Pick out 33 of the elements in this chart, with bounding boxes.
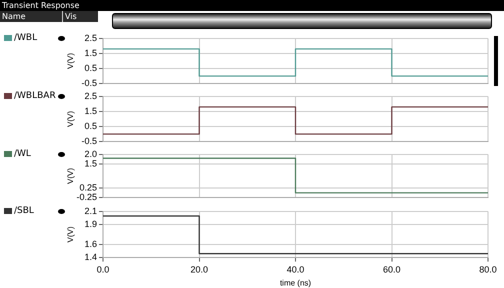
y-tick-label: 1.6 [84,238,97,249]
y-tick-label: 2.0 [84,148,97,159]
y-axis-title: V(V) [66,110,76,127]
legend-label: /SBL [13,206,34,216]
y-tick-label: 2.1 [84,206,97,216]
chart-title: Transient Response [0,0,504,11]
y-tick-label: 0.5 [84,121,97,132]
y-tick-label: -0.5 [81,136,97,146]
y-tick-label: -0.25 [76,192,97,202]
y-tick-label: 1.4 [84,252,97,262]
x-tick-label: 60.0 [382,264,401,274]
text: Vis [62,11,77,22]
text: Name [2,11,26,22]
y-tick-label: 0.25 [79,182,97,192]
x-axis-title: time (ns) [280,278,312,288]
x-tick-label: 20.0 [190,264,208,274]
legend-label: /WL [13,149,31,159]
y-tick-label: 1.9 [84,219,97,230]
x-tick-label: 40.0 [286,264,304,274]
y-tick-label: 2.5 [84,90,97,101]
y-tick-label: 1.5 [84,106,97,116]
y-tick-label: 2.5 [84,32,97,43]
legend-label: /WBLBAR [13,91,56,101]
x-tick-label: 0.0 [96,264,110,274]
y-tick-label: 0.5 [84,63,97,74]
y-tick-label: 1.5 [84,48,97,58]
y-tick-label: -0.5 [81,78,97,88]
y-axis-title: V(V) [66,52,76,69]
legend-label: /WBL [13,33,38,43]
y-tick-label: 1.5 [84,158,97,168]
y-axis-title: V(V) [66,226,76,242]
x-tick-label: 80.0 [479,264,497,274]
y-axis-title: V(V) [66,168,76,184]
